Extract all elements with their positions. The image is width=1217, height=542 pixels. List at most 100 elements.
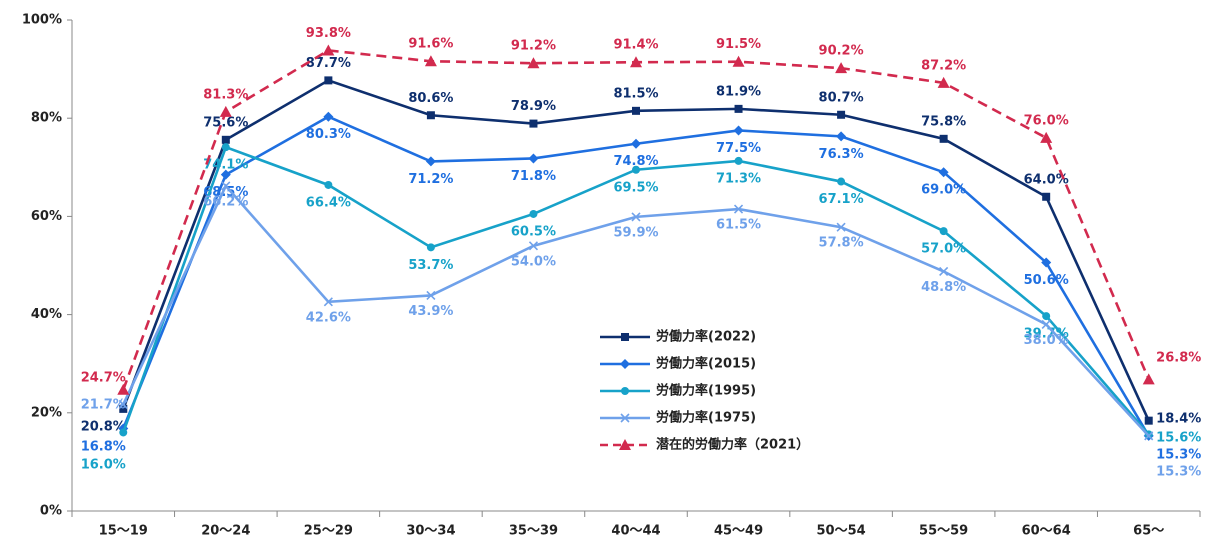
marker [426, 111, 435, 120]
marker [837, 177, 846, 186]
data-label: 68.5% [203, 185, 248, 200]
x-tick-label: 45〜49 [714, 524, 763, 539]
marker [836, 222, 846, 232]
x-tick-label: 55〜59 [919, 524, 968, 539]
marker [837, 110, 846, 119]
series-line [122, 183, 1150, 437]
data-label: 16.8% [81, 440, 126, 455]
data-label: 48.8% [921, 280, 966, 295]
legend-marker [620, 359, 630, 369]
marker [323, 297, 333, 307]
marker [117, 383, 130, 395]
marker [424, 55, 437, 67]
data-label: 91.5% [716, 37, 761, 52]
marker [631, 212, 641, 222]
data-label: 16.0% [81, 458, 126, 473]
data-label: 75.8% [921, 114, 966, 129]
marker [426, 290, 436, 301]
y-tick-label: 80% [31, 111, 62, 126]
marker [1041, 257, 1052, 268]
x-tick-label: 65〜 [1133, 524, 1164, 539]
x-tick-label: 20〜24 [201, 524, 250, 539]
marker [1042, 312, 1051, 321]
marker [939, 266, 949, 276]
data-label: 20.8% [81, 420, 126, 435]
data-label: 75.6% [203, 115, 248, 130]
marker [1144, 416, 1153, 425]
data-label: 69.5% [613, 180, 658, 195]
marker [324, 76, 333, 85]
y-tick-label: 40% [31, 307, 62, 322]
data-label: 71.3% [716, 171, 761, 186]
data-label: 80.7% [819, 90, 864, 105]
data-label: 76.0% [1024, 113, 1069, 128]
marker [1042, 192, 1051, 201]
data-label: 87.7% [306, 56, 351, 71]
data-label: 26.8% [1156, 351, 1201, 366]
data-label: 15.3% [1156, 448, 1201, 463]
marker [630, 56, 642, 68]
data-label: 77.5% [716, 141, 761, 156]
data-label: 18.4% [1156, 412, 1201, 427]
data-label: 87.2% [921, 58, 966, 73]
data-label: 50.6% [1024, 273, 1069, 288]
marker [425, 156, 436, 167]
marker [527, 57, 540, 69]
marker [118, 399, 128, 410]
legend-label: 労働力率(2022) [656, 329, 756, 345]
marker [733, 125, 744, 136]
data-label: 91.2% [511, 39, 556, 54]
y-tick-label: 60% [31, 209, 62, 224]
data-label: 80.3% [306, 127, 351, 142]
marker [221, 135, 230, 144]
data-label: 80.6% [408, 91, 453, 106]
data-label: 38.0% [1024, 333, 1069, 348]
data-label: 74.8% [613, 154, 658, 169]
marker [733, 204, 744, 214]
data-label: 66.2% [203, 194, 248, 209]
data-label: 81.5% [613, 86, 658, 101]
x-tick-label: 60〜64 [1022, 524, 1071, 539]
marker [1040, 131, 1053, 143]
data-label: 15.6% [1156, 431, 1201, 446]
marker [938, 167, 949, 178]
marker [426, 243, 435, 252]
marker [220, 169, 231, 180]
marker [529, 209, 538, 218]
y-tick-label: 20% [31, 405, 62, 420]
data-label: 69.0% [921, 183, 966, 198]
marker [631, 138, 641, 149]
data-label: 57.8% [819, 236, 864, 251]
x-tick-label: 15〜19 [99, 524, 148, 539]
data-label: 76.3% [819, 147, 864, 162]
marker [836, 131, 847, 142]
marker [732, 55, 745, 67]
data-label: 21.7% [81, 398, 126, 413]
marker [734, 104, 743, 113]
legend-label: 労働力率(2015) [656, 356, 756, 372]
y-tick-label: 100% [22, 13, 62, 28]
data-label: 93.8% [306, 26, 351, 41]
marker [939, 227, 948, 236]
marker [528, 153, 539, 164]
data-label: 81.3% [203, 87, 248, 102]
data-label: 91.6% [408, 37, 453, 52]
marker [324, 180, 333, 189]
marker [1142, 373, 1155, 385]
data-label: 91.4% [613, 38, 658, 53]
data-label: 24.7% [81, 371, 126, 386]
legend-marker [620, 413, 630, 423]
marker [937, 76, 950, 88]
marker [1144, 431, 1154, 441]
marker [734, 156, 743, 165]
data-label: 15.3% [1156, 465, 1201, 480]
marker [119, 404, 128, 413]
x-tick-label: 50〜54 [816, 524, 865, 539]
data-label: 66.4% [306, 195, 351, 210]
marker [939, 134, 948, 143]
x-tick-label: 30〜34 [406, 524, 455, 539]
series-line [122, 78, 1150, 422]
marker [528, 241, 539, 251]
data-label: 90.2% [819, 44, 864, 59]
